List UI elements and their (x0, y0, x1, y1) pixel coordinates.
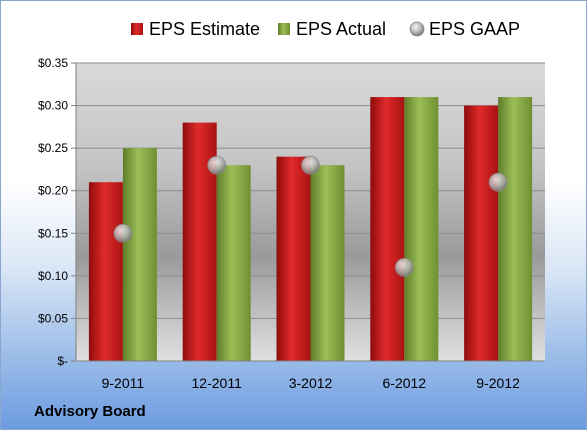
gaap-markers (113, 155, 508, 277)
bar-eps-estimate (88, 182, 123, 361)
marker-eps-gaap (488, 172, 508, 192)
legend: EPS Estimate EPS Actual EPS GAAP (131, 19, 520, 39)
bar-eps-estimate (276, 156, 311, 361)
y-tick-label: $- (57, 354, 68, 368)
marker-eps-gaap (394, 257, 414, 277)
marker-eps-gaap (301, 155, 320, 175)
bar-eps-actual (404, 97, 439, 362)
legend-swatch (278, 23, 290, 35)
y-tick-label: $0.10 (38, 269, 68, 283)
x-tick-label: 6-2012 (383, 375, 427, 391)
y-axis: $- $0.05 $0.10 $0.15 $0.20 $0.25 $0.30 $0.35 (38, 56, 77, 368)
x-tick-label: 12-2011 (192, 375, 243, 391)
x-axis: 9-2011 12-2011 3-2012 6-2012 9-2012 (76, 360, 545, 391)
bars (88, 97, 533, 362)
legend-swatch (131, 23, 143, 35)
bar-eps-actual (310, 165, 345, 361)
source-label: Advisory Board (34, 403, 146, 420)
bar-eps-actual (216, 165, 251, 361)
legend-item-eps-estimate: EPS Estimate (149, 19, 260, 39)
y-tick-label: $0.05 (38, 311, 68, 325)
bar-eps-actual (498, 97, 533, 362)
x-tick-label: 9-2012 (476, 375, 520, 391)
legend-item-eps-actual: EPS Actual (296, 19, 386, 39)
y-tick-label: $0.20 (38, 184, 68, 198)
x-tick-label: 3-2012 (289, 375, 333, 391)
y-tick-label: $0.25 (38, 141, 68, 155)
marker-eps-gaap (207, 155, 227, 175)
bar-eps-actual (122, 148, 157, 361)
bar-eps-estimate (464, 105, 499, 361)
marker-eps-gaap (113, 223, 133, 243)
legend-item-eps-gaap: EPS GAAP (429, 19, 520, 39)
legend-swatch (409, 21, 425, 37)
y-tick-label: $0.15 (38, 226, 68, 240)
x-tick-label: 9-2011 (102, 375, 145, 391)
y-tick-label: $0.35 (38, 56, 68, 70)
bar-eps-estimate (370, 97, 405, 362)
y-tick-label: $0.30 (38, 99, 68, 113)
